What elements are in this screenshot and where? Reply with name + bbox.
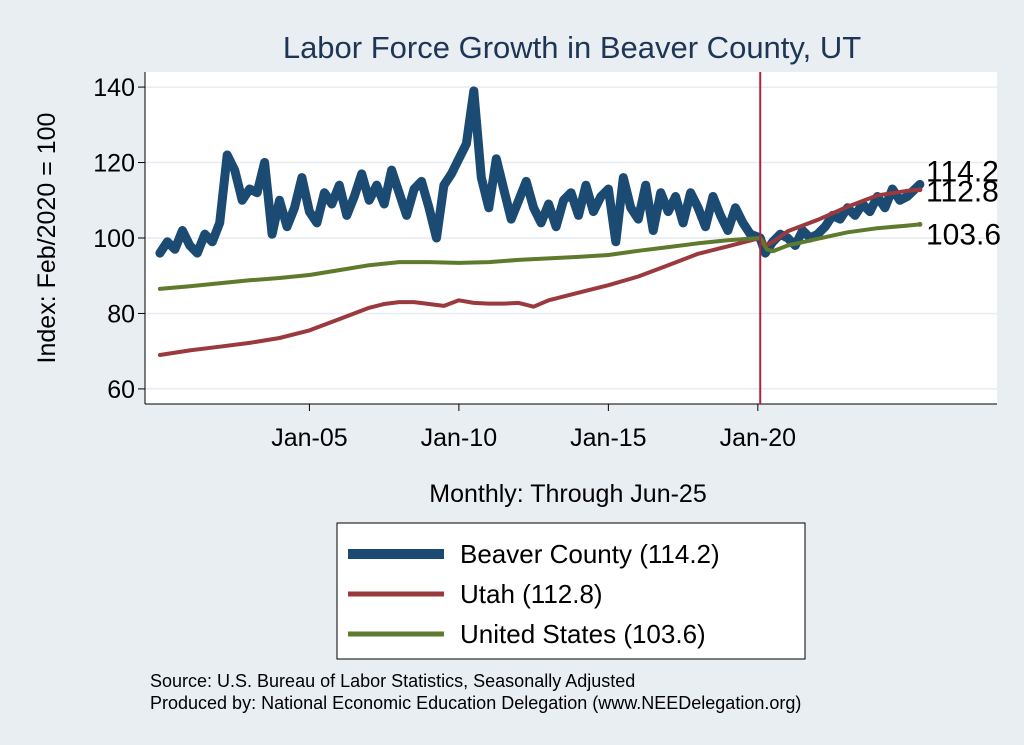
series-line [157, 187, 922, 357]
series-end-point [917, 221, 923, 227]
y-axis-label: Index: Feb/2020 = 100 [33, 113, 61, 364]
legend-label: Beaver County (114.2) [460, 539, 720, 569]
producer-note: Produced by: National Economic Education… [150, 693, 802, 713]
end-value-label: 114.2 [926, 155, 999, 188]
y-tick-label: 60 [107, 376, 135, 404]
end-value-label: 103.6 [926, 218, 1001, 251]
y-tick-label: 140 [93, 74, 135, 102]
x-tick-label: Jan-05 [271, 424, 347, 452]
series-line [157, 222, 922, 291]
legend-label: Utah (112.8) [460, 579, 603, 609]
y-tick-label: 80 [107, 300, 135, 328]
end-value-label: 112.8 [926, 176, 999, 209]
x-tick-label: Jan-15 [570, 424, 646, 452]
y-tick-label: 120 [93, 150, 135, 178]
series-line [155, 86, 925, 258]
x-axis-label: Monthly: Through Jun-25 [429, 480, 706, 508]
legend-label: United States (103.6) [460, 619, 706, 649]
chart-title: Labor Force Growth in Beaver County, UT [283, 30, 861, 65]
y-tick-label: 100 [93, 225, 135, 253]
x-tick-label: Jan-10 [421, 424, 497, 452]
source-note: Source: U.S. Bureau of Labor Statistics,… [150, 671, 636, 691]
series-end-point [917, 181, 923, 187]
series-end-point [917, 187, 923, 193]
x-tick-label: Jan-20 [720, 424, 796, 452]
